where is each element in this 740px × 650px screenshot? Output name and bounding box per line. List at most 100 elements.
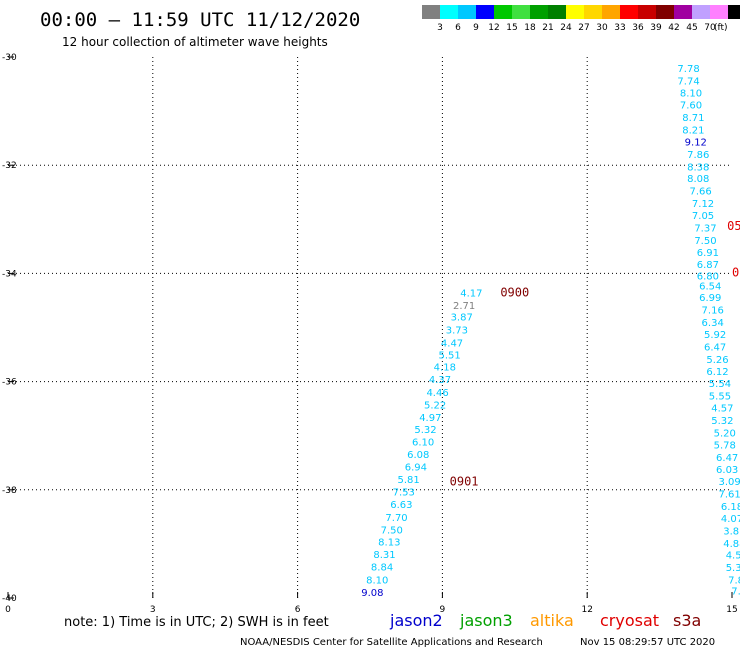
track-time-label: 0900 — [500, 285, 529, 299]
swh-value: 6.34 — [702, 318, 724, 329]
swh-value: 8.38 — [687, 162, 709, 173]
y-tick-label: -38 — [2, 486, 17, 496]
colorbar-swatch — [494, 5, 512, 19]
swh-value: 4.47 — [441, 339, 463, 350]
swh-value: 4.57 — [711, 404, 733, 415]
swh-value: 6.80 — [697, 272, 719, 283]
axes: -30 -32 -34 -36 -38 -400 3 6 9 12 15 — [2, 53, 738, 615]
x-tick-label: 15 — [726, 605, 737, 615]
colorbar-label: 27 — [578, 23, 589, 33]
swh-value: 6.10 — [412, 438, 434, 449]
colorbar-swatch — [530, 5, 548, 19]
swh-value: 4.88 — [723, 539, 740, 550]
swh-value: 6.47 — [716, 453, 738, 464]
swh-value: 8.31 — [373, 550, 395, 561]
colorbar-swatch — [728, 5, 740, 19]
footer-credit: NOAA/NESDIS Center for Satellite Applica… — [240, 637, 543, 648]
swh-value: 8.21 — [682, 125, 704, 136]
swh-value: 7.70 — [385, 513, 407, 524]
legend-jason3: jason3 — [459, 611, 513, 630]
colorbar-swatch — [638, 5, 656, 19]
swh-value: 2.71 — [453, 301, 475, 312]
swh-value: 6.63 — [390, 500, 412, 511]
colorbar-swatch — [602, 5, 620, 19]
swh-value: 6.47 — [704, 342, 726, 353]
swh-value: 4.97 — [419, 413, 441, 424]
colorbar-label: 9 — [473, 23, 479, 33]
satellite-legend: jason2 jason3 altika cryosat s3a — [389, 611, 701, 630]
grid — [8, 57, 732, 598]
x-tick-label: 12 — [581, 605, 592, 615]
colorbar-unit: (ft) — [714, 23, 728, 33]
swh-value: 5.51 — [439, 351, 461, 362]
colorbar-label: 3 — [437, 23, 443, 33]
swh-value: 3.81 — [723, 526, 740, 537]
swh-value: 9.12 — [685, 137, 707, 148]
swh-value: 5.92 — [704, 330, 726, 341]
swh-value: 8.10 — [366, 576, 388, 587]
colorbar-label: 21 — [542, 23, 553, 33]
colorbar-label: 30 — [596, 23, 608, 33]
track-time-label: 05 — [732, 265, 740, 279]
colorbar-label: 12 — [488, 23, 499, 33]
swh-value: 6.08 — [407, 450, 429, 461]
swh-value: 5.81 — [397, 475, 419, 486]
x-tick-label: 6 — [295, 605, 301, 615]
x-tick-label: 9 — [440, 605, 446, 615]
swh-value: 5.31 — [726, 563, 740, 574]
swh-value: 6.03 — [716, 465, 738, 476]
swh-value: 8.71 — [682, 113, 704, 124]
colorbar-swatch — [620, 5, 638, 19]
swh-value: 5.20 — [714, 428, 736, 439]
colorbar-swatch — [476, 5, 494, 19]
swh-value: 7.50 — [694, 236, 716, 247]
swh-value: 8.08 — [687, 174, 709, 185]
swh-value: 4.53 — [726, 551, 740, 562]
track-time-label: 05 — [727, 219, 740, 233]
swh-value: 8.84 — [371, 563, 393, 574]
colorbar-swatch — [458, 5, 476, 19]
swh-value: 5.54 — [709, 379, 731, 390]
swh-value: 4.46 — [426, 388, 448, 399]
swh-value: 4.17 — [460, 288, 482, 299]
data-points: 4.17 2.713.87 3.73 4.475.514.18 4.37 4.465.22… — [361, 64, 740, 599]
colorbar-label: 18 — [524, 23, 536, 33]
colorbar: 3 6 9 12 15 18 21 24 27 30 33 36 39 42 45 70(ft) — [422, 5, 740, 33]
colorbar-swatch — [422, 5, 440, 19]
swh-value: 6.99 — [699, 293, 721, 304]
swh-value: 6.87 — [697, 260, 719, 271]
swh-value: 4.37 — [429, 375, 451, 386]
swh-value: 8.13 — [378, 538, 400, 549]
swh-value: 6.91 — [697, 248, 719, 259]
legend-altika: altika — [530, 611, 574, 630]
swh-value: 3.73 — [446, 326, 468, 337]
footer-timestamp: Nov 15 08:29:57 UTC 2020 — [580, 637, 715, 648]
colorbar-swatch — [512, 5, 530, 19]
footer-note: note: 1) Time is in UTC; 2) SWH is in fe… — [64, 615, 329, 630]
colorbar-swatch — [440, 5, 458, 19]
colorbar-swatch — [656, 5, 674, 19]
swh-value: 7.86 — [687, 150, 709, 161]
swh-value: 4.07 — [721, 514, 740, 525]
colorbar-label: 39 — [650, 23, 662, 33]
swh-value: 5.78 — [714, 440, 736, 451]
swh-value: 7.53 — [393, 487, 415, 498]
colorbar-label: 15 — [506, 23, 517, 33]
colorbar-swatch — [584, 5, 602, 19]
colorbar-label: 36 — [632, 23, 644, 33]
colorbar-label: 42 — [668, 23, 679, 33]
swh-value: 7.66 — [689, 187, 711, 198]
x-tick-label: 3 — [150, 605, 156, 615]
swh-value: 6.12 — [706, 367, 728, 378]
colorbar-swatch — [692, 5, 710, 19]
swh-value: 5.32 — [711, 416, 733, 427]
swh-value: 6.18 — [721, 502, 740, 513]
swh-value: 5.32 — [414, 425, 436, 436]
y-tick-label: -32 — [2, 161, 17, 171]
swh-value: 6.94 — [405, 463, 427, 474]
swh-value: 7.74 — [677, 76, 699, 87]
swh-value: 7.37 — [694, 223, 716, 234]
swh-value: 7.9 — [731, 586, 740, 597]
swh-value: 4.18 — [434, 362, 456, 373]
